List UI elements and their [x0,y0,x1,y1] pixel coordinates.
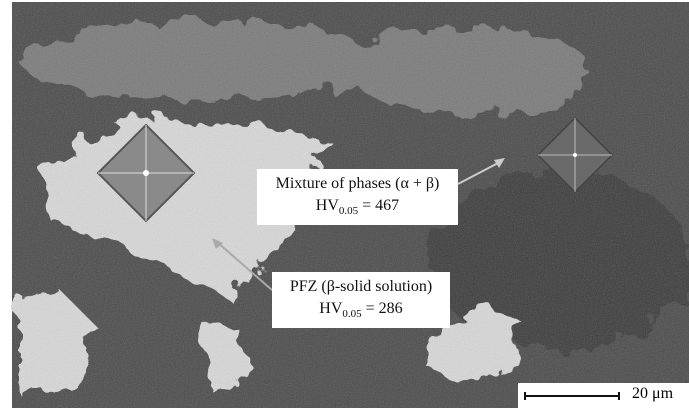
hardness-subscript: 0.05 [342,308,361,320]
hardness-symbol: HV [316,197,339,214]
annotation-hardness: HV0.05 = 286 [272,298,450,320]
micrograph: Mixture of phases (α + β) HV0.05 = 467 P… [0,0,689,408]
hardness-subscript: 0.05 [339,205,358,217]
scale-bar-line [524,395,620,397]
hardness-value: = 286 [366,300,403,317]
annotation-box: Mixture of phases (α + β) HV0.05 = 467 [257,169,458,225]
hardness-symbol: HV [319,300,342,317]
scale-bar: 20 μm [518,383,689,408]
annotation-title: Mixture of phases (α + β) [257,173,458,195]
annotation-box: PFZ (β-solid solution) HV0.05 = 286 [272,272,450,328]
annotation-title: PFZ (β-solid solution) [272,276,450,298]
scale-bar-label: 20 μm [632,385,673,403]
annotation-hardness: HV0.05 = 467 [257,195,458,217]
hardness-value: = 467 [362,197,399,214]
